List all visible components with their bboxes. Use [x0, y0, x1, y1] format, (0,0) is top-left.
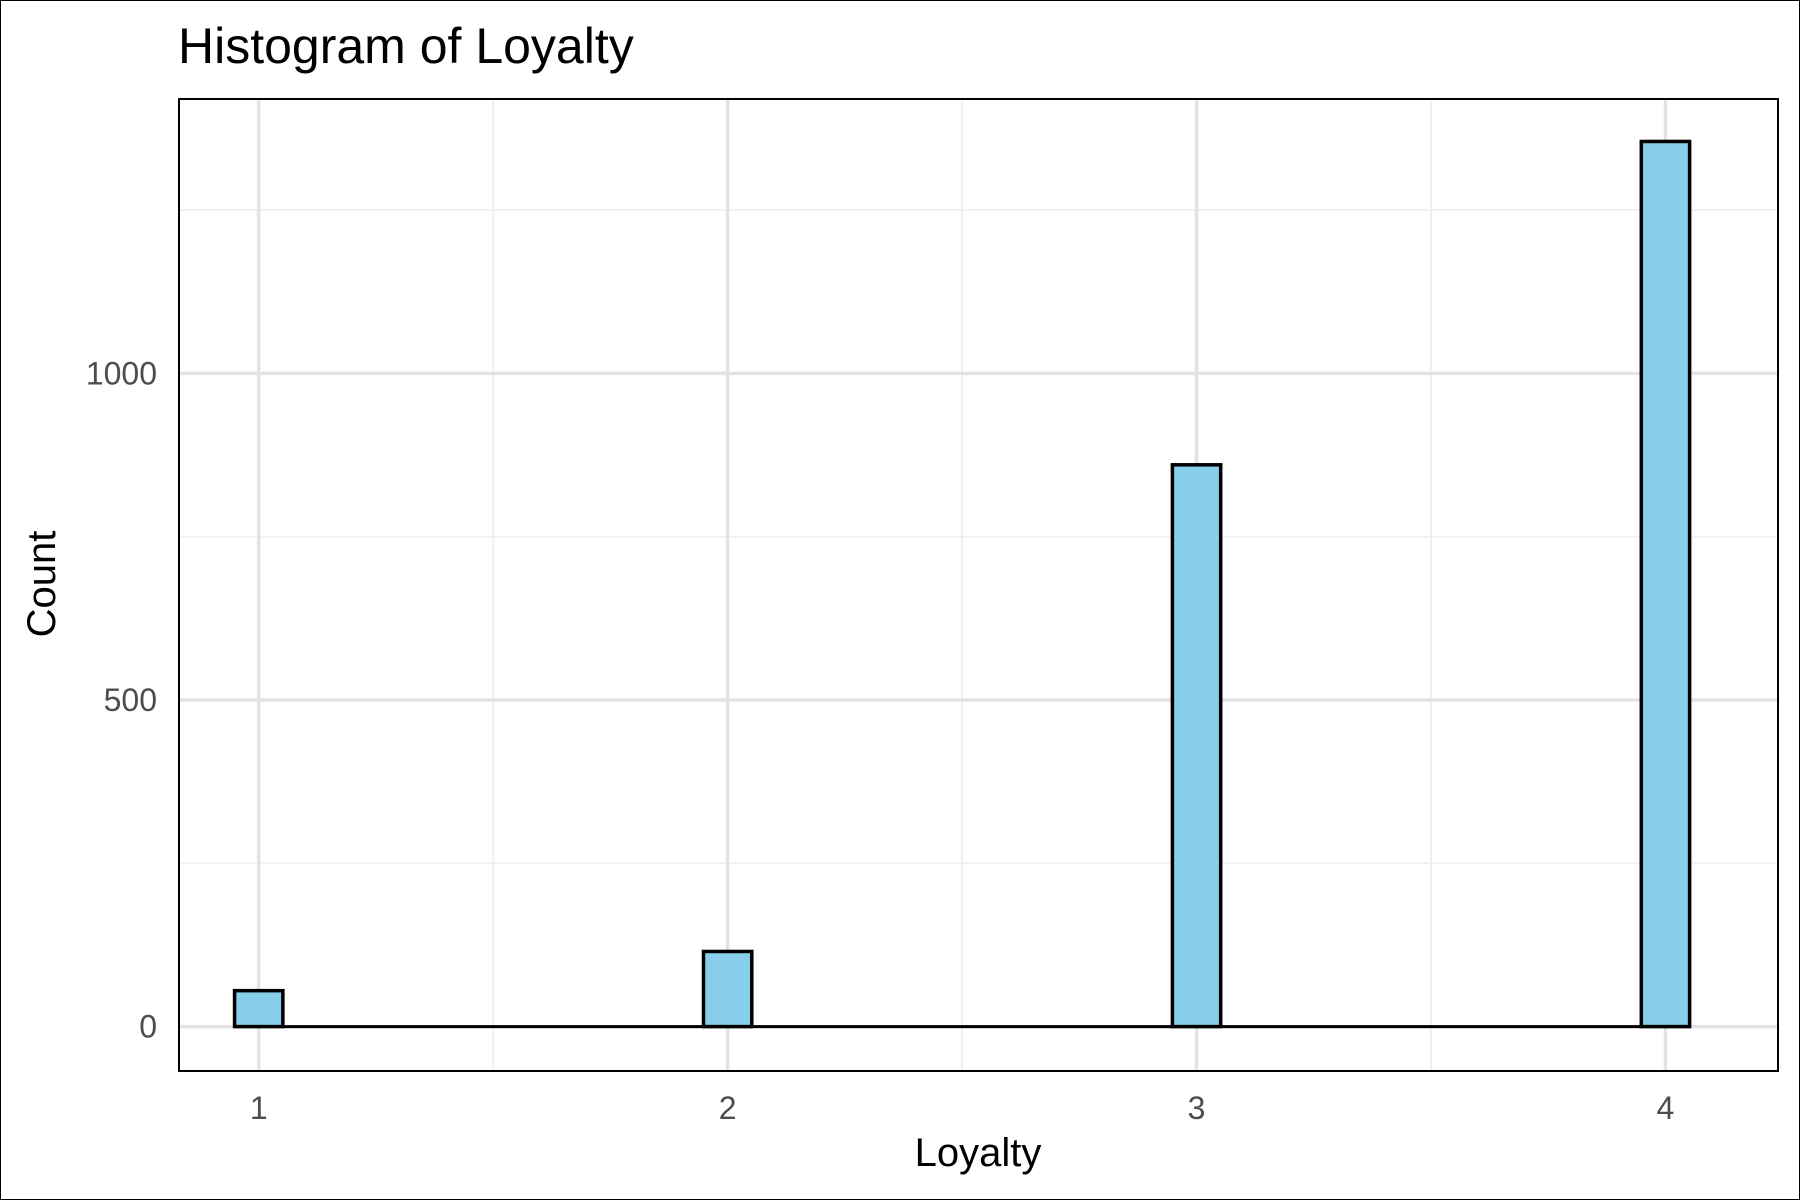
- y-tick-label: 500: [104, 682, 157, 718]
- x-axis-ticks: 1 2 3 4: [250, 1090, 1675, 1126]
- y-axis-title: Count: [20, 531, 64, 638]
- bar-loyalty-3: [1170, 463, 1223, 1029]
- x-tick-label: 4: [1657, 1090, 1675, 1126]
- bar-loyalty-1: [232, 988, 285, 1029]
- major-grid: [179, 99, 1778, 1071]
- bar-loyalty-2: [701, 949, 754, 1029]
- bars: [232, 139, 1692, 1029]
- y-axis-ticks: 0 500 1000: [86, 355, 157, 1044]
- y-tick-label: 1000: [86, 355, 157, 391]
- x-axis-title: Loyalty: [915, 1131, 1042, 1175]
- chart-title: Histogram of Loyalty: [178, 18, 634, 74]
- x-tick-label: 3: [1188, 1090, 1206, 1126]
- plot-panel-border: [178, 98, 1779, 1072]
- x-tick-label: 2: [719, 1090, 737, 1126]
- bar-loyalty-4: [1639, 139, 1692, 1029]
- minor-grid: [179, 99, 1778, 1071]
- x-tick-label: 1: [250, 1090, 268, 1126]
- y-tick-label: 0: [139, 1009, 157, 1045]
